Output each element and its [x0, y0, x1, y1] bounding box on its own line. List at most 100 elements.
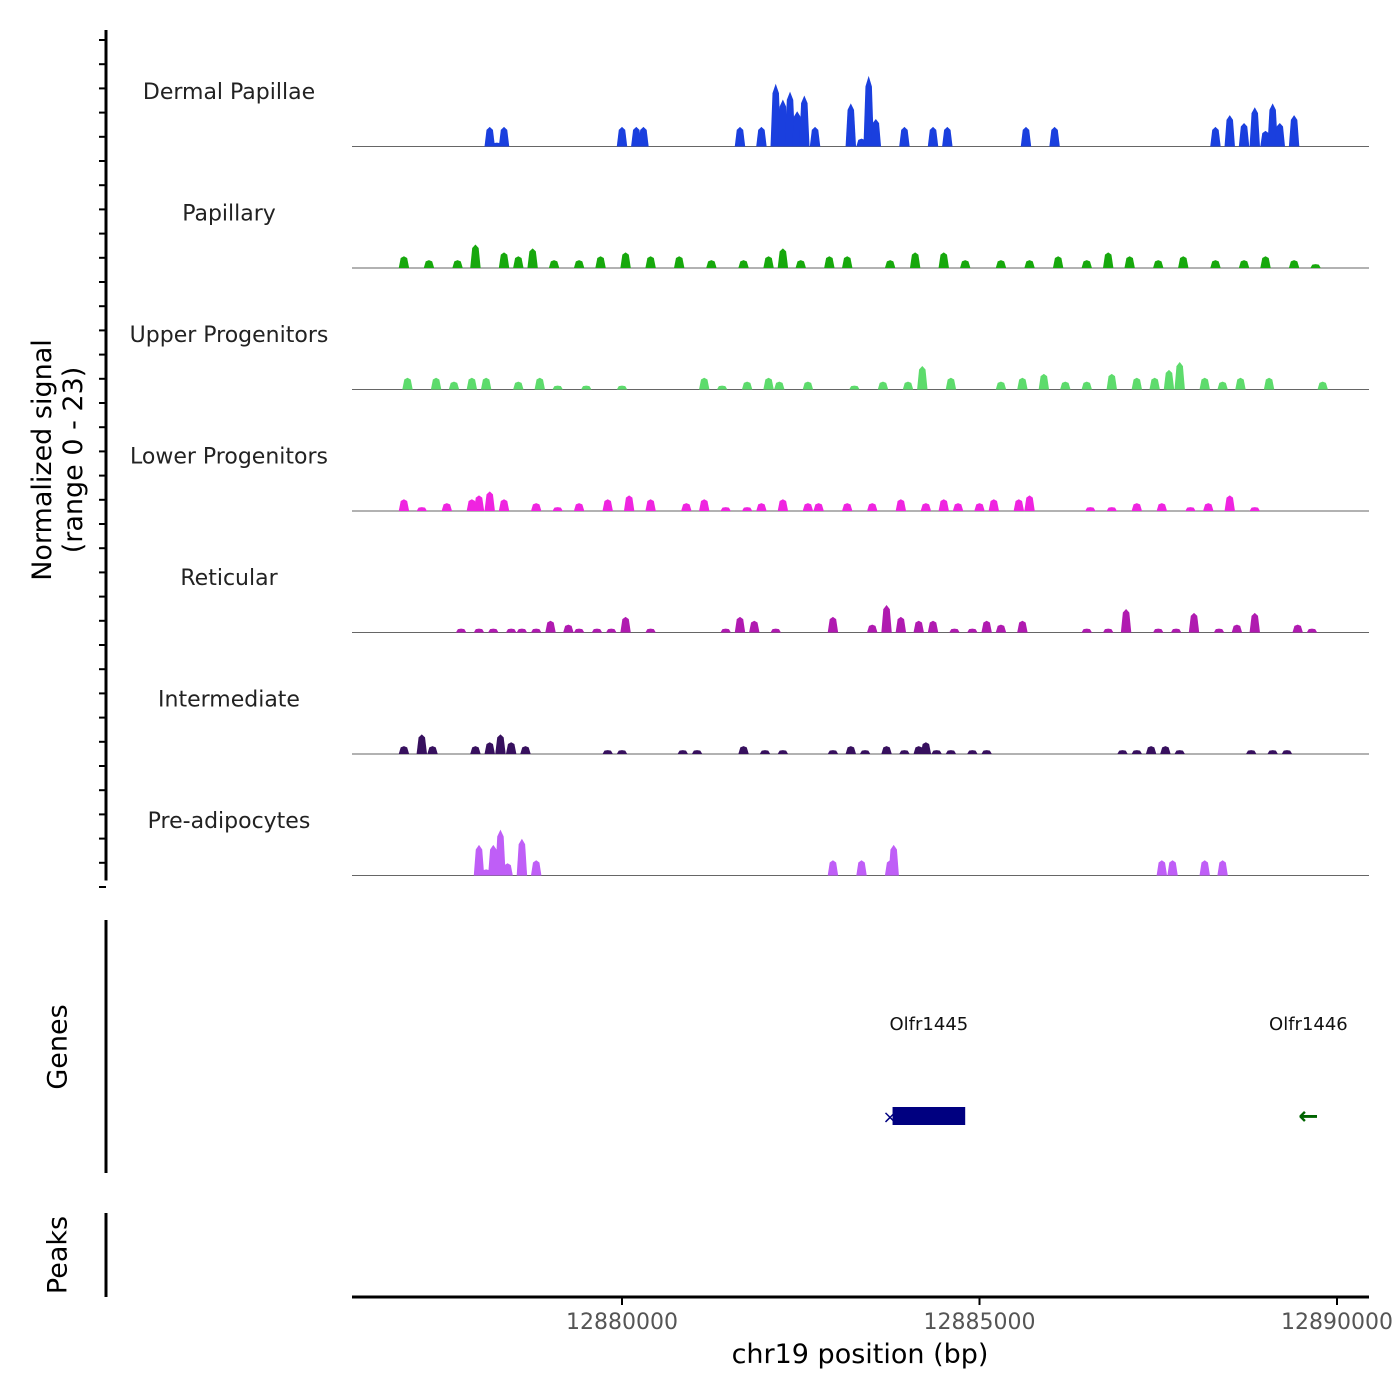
signal-peak: [516, 838, 528, 876]
signal-peak: [763, 377, 774, 390]
signal-peak: [1292, 624, 1303, 633]
signal-peak: [927, 620, 939, 633]
signal-peak: [513, 381, 524, 390]
signal-peak: [552, 385, 563, 390]
signal-peak: [638, 126, 649, 147]
signal-peak: [1238, 122, 1250, 147]
signal-peak: [856, 860, 867, 876]
signal-peak: [1106, 373, 1117, 390]
signal-peak: [455, 628, 467, 633]
signal-peak: [881, 605, 892, 633]
signal-peak: [888, 844, 899, 876]
signal-peak: [1102, 628, 1114, 633]
signal-peak: [813, 503, 824, 511]
signal-peak: [1153, 628, 1164, 633]
signal-peak: [1156, 860, 1168, 876]
gene-strand-marker: ×: [883, 1107, 898, 1128]
signal-peak: [505, 628, 517, 633]
track-dermal-papillae: Dermal Papillae: [143, 75, 1369, 147]
track-label-intermediate: Intermediate: [158, 688, 300, 713]
signal-peak: [623, 495, 635, 511]
signal-peak: [1249, 107, 1260, 147]
signal-peak: [827, 616, 839, 633]
signal-peak: [441, 503, 453, 511]
signal-peak: [884, 260, 896, 268]
signal-y-axis-title-line2: (range 0 - 23): [58, 366, 89, 554]
gene-strand-arrow: ←: [1298, 1102, 1318, 1130]
signal-peak: [981, 620, 992, 633]
signal-peak: [616, 750, 628, 754]
signal-peak: [645, 256, 656, 268]
signal-peak: [527, 248, 538, 268]
signal-peak: [1306, 628, 1318, 633]
signal-peak: [777, 750, 789, 754]
signal-peak: [602, 750, 613, 754]
signal-peak: [470, 244, 481, 268]
signal-peak: [1317, 381, 1328, 390]
signal-peak: [734, 126, 746, 147]
signal-y-axis: [99, 30, 108, 888]
signal-peak: [1245, 750, 1257, 754]
signal-peak: [1224, 115, 1235, 147]
track-label-papillary: Papillary: [182, 202, 276, 227]
signal-peak: [484, 126, 495, 147]
signal-peak: [595, 256, 606, 268]
signal-peak: [530, 628, 542, 633]
signal-peak: [845, 103, 857, 147]
signal-peak: [899, 750, 910, 754]
signal-peak: [452, 260, 463, 268]
signal-peak: [1170, 628, 1182, 633]
signal-peak: [981, 750, 992, 754]
gene-olfr1445: Olfr1445 ×: [883, 1014, 969, 1128]
signal-peak: [1038, 373, 1050, 390]
signal-peak: [1149, 377, 1160, 390]
signal-peak: [427, 746, 438, 754]
signal-peak: [756, 126, 767, 147]
signal-peak: [1020, 126, 1032, 147]
signal-peak: [488, 628, 499, 633]
signal-peak: [677, 750, 688, 754]
track-label-pre-adipocytes: Pre-adipocytes: [148, 809, 311, 834]
signal-peak: [495, 829, 506, 876]
x-axis: 12880000 12885000 12890000: [352, 1295, 1393, 1335]
gene-label: Olfr1445: [890, 1014, 969, 1035]
track-papillary: Papillary: [182, 202, 1369, 269]
gene-olfr1446: Olfr1446 ←: [1269, 1014, 1348, 1130]
signal-peak: [945, 377, 957, 390]
signal-peak: [513, 256, 524, 268]
signal-peak: [1120, 608, 1132, 633]
x-tick-label: 12885000: [924, 1310, 1036, 1335]
signal-peak: [645, 499, 656, 511]
signal-y-axis-title: Normalized signal (range 0 - 23): [27, 339, 89, 581]
signal-peak: [738, 260, 749, 268]
track-reticular: Reticular: [180, 566, 1369, 633]
signal-peak: [516, 628, 528, 633]
signal-peak: [949, 628, 960, 633]
signal-peak: [581, 385, 592, 390]
signal-peak: [1049, 126, 1060, 147]
signal-peak: [1260, 256, 1271, 268]
track-label-dermal-papillae: Dermal Papillae: [143, 80, 315, 105]
signal-peak: [849, 385, 860, 390]
signal-peak: [484, 491, 495, 511]
signal-peak: [842, 256, 853, 268]
signal-peak: [573, 628, 585, 633]
signal-peak: [616, 126, 628, 147]
signal-peak: [1188, 612, 1200, 633]
signal-peak: [530, 503, 542, 511]
signal-peak: [398, 256, 410, 268]
signal-peak: [995, 624, 1007, 633]
signal-peak: [1281, 750, 1293, 754]
signal-peak: [913, 620, 924, 633]
signal-peak: [1217, 381, 1228, 390]
signal-tracks: Dermal Papillae Papillary Upper Progenitor…: [130, 75, 1369, 876]
signal-peak: [959, 260, 971, 268]
signal-peak: [734, 616, 746, 633]
gene-label: Olfr1446: [1269, 1014, 1348, 1035]
signal-peak: [920, 503, 932, 511]
track-label-lower-progenitors: Lower Progenitors: [130, 445, 328, 470]
signal-peak: [1224, 495, 1235, 511]
signal-peak: [473, 628, 485, 633]
signal-peak: [802, 381, 814, 390]
